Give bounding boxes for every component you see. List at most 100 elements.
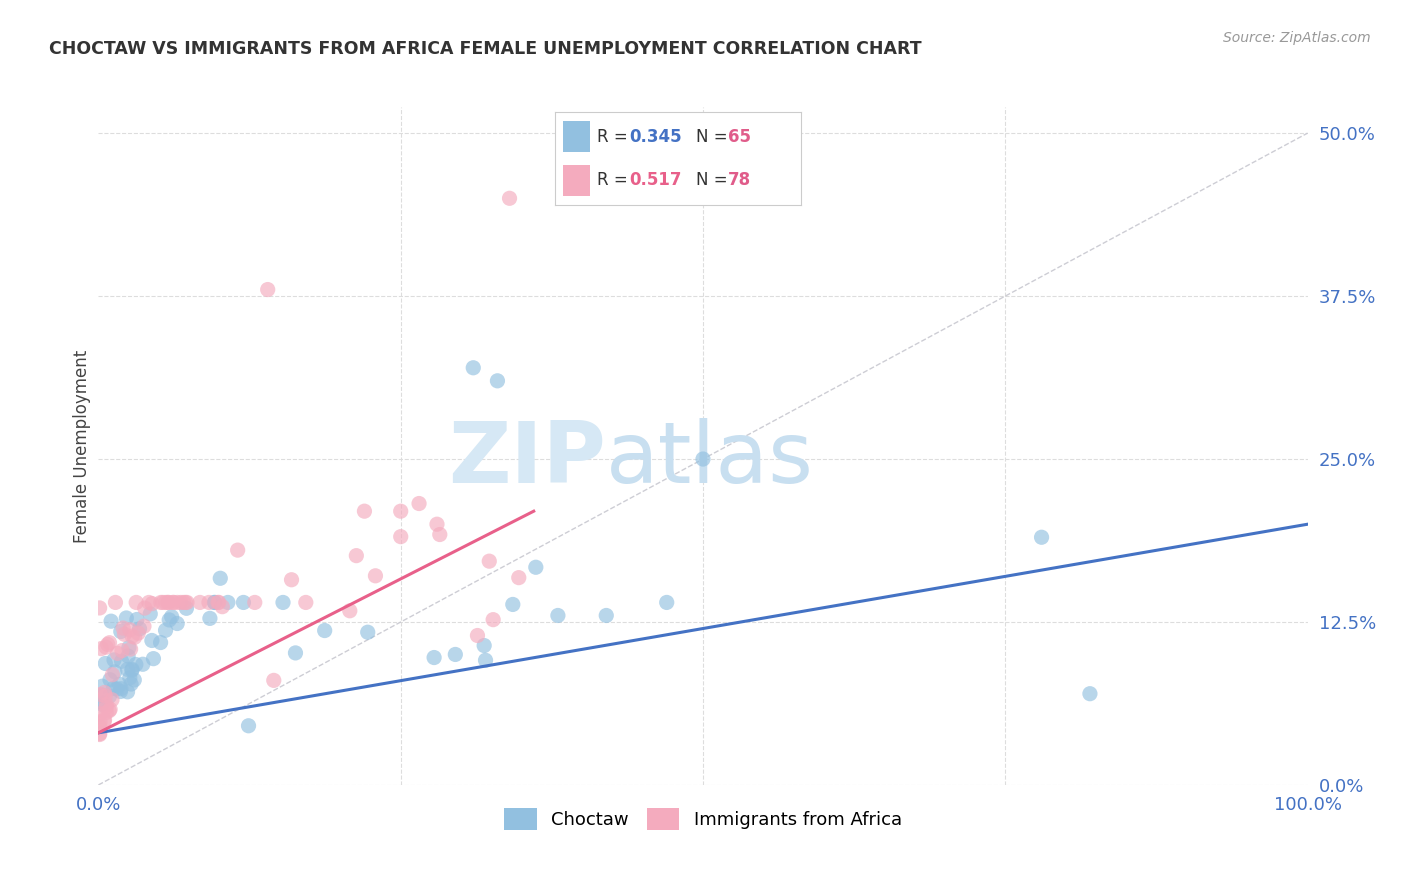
Point	[176, 601, 198, 615]
Point	[121, 629, 143, 643]
Text: 65: 65	[728, 128, 751, 145]
Point	[103, 653, 125, 667]
Point	[1031, 530, 1053, 544]
Point	[94, 689, 117, 703]
Point	[238, 719, 260, 733]
Point	[157, 613, 180, 627]
Point	[89, 688, 111, 702]
Point	[125, 595, 148, 609]
Point	[110, 654, 132, 668]
Point	[243, 595, 266, 609]
Point	[524, 560, 547, 574]
Point	[117, 662, 139, 676]
Point	[149, 595, 172, 609]
Point	[162, 595, 184, 609]
Point	[389, 530, 412, 544]
Point	[97, 637, 120, 651]
Point	[115, 611, 138, 625]
Point	[118, 623, 141, 637]
Point	[110, 624, 132, 639]
Point	[89, 727, 111, 741]
Point	[188, 595, 211, 609]
Point	[98, 702, 121, 716]
Point	[128, 622, 150, 636]
Point	[226, 543, 249, 558]
Point	[122, 673, 145, 687]
Point	[155, 624, 177, 638]
Point	[155, 595, 177, 609]
Point	[444, 648, 467, 662]
Point	[120, 677, 142, 691]
Point	[263, 673, 285, 688]
FancyBboxPatch shape	[562, 165, 591, 196]
Point	[89, 601, 111, 615]
Point	[408, 496, 430, 510]
Point	[498, 191, 520, 205]
Point	[100, 614, 122, 628]
Point	[209, 571, 232, 585]
Point	[96, 698, 118, 712]
Point	[125, 613, 148, 627]
Text: N =: N =	[696, 171, 733, 189]
Point	[174, 595, 197, 609]
Point	[467, 628, 489, 642]
Point	[121, 662, 143, 676]
Point	[232, 595, 254, 609]
Point	[157, 595, 180, 609]
Point	[118, 671, 141, 685]
Point	[91, 688, 114, 702]
Point	[152, 595, 174, 609]
Point	[472, 639, 495, 653]
Point	[170, 595, 193, 609]
Point	[211, 599, 233, 614]
Point	[207, 595, 229, 609]
Point	[217, 595, 239, 609]
Point	[141, 597, 163, 611]
Point	[482, 613, 505, 627]
Point	[162, 595, 184, 609]
Text: R =: R =	[598, 128, 633, 145]
Point	[463, 360, 485, 375]
Point	[96, 700, 118, 714]
Point	[314, 624, 336, 638]
Point	[353, 504, 375, 518]
Point	[138, 595, 160, 609]
Text: 78: 78	[728, 171, 751, 189]
Text: Source: ZipAtlas.com: Source: ZipAtlas.com	[1223, 31, 1371, 45]
Text: CHOCTAW VS IMMIGRANTS FROM AFRICA FEMALE UNEMPLOYMENT CORRELATION CHART: CHOCTAW VS IMMIGRANTS FROM AFRICA FEMALE…	[49, 40, 922, 58]
Point	[139, 607, 162, 621]
Text: ZIP: ZIP	[449, 418, 606, 501]
Point	[101, 692, 124, 706]
Point	[423, 650, 446, 665]
Point	[141, 633, 163, 648]
Point	[426, 517, 449, 532]
Text: 0.345: 0.345	[630, 128, 682, 145]
Point	[93, 685, 115, 699]
Point	[101, 667, 124, 681]
Point	[98, 673, 121, 687]
Point	[89, 726, 111, 740]
Point	[142, 651, 165, 665]
Point	[125, 657, 148, 672]
Point	[104, 665, 127, 679]
Point	[1078, 687, 1101, 701]
Point	[98, 704, 121, 718]
Point	[357, 625, 380, 640]
FancyBboxPatch shape	[562, 120, 591, 152]
Point	[256, 283, 278, 297]
Point	[692, 452, 714, 467]
Point	[157, 595, 180, 609]
Point	[121, 663, 143, 677]
Point	[478, 554, 501, 568]
Point	[104, 595, 127, 609]
Point	[124, 630, 146, 644]
Point	[429, 527, 451, 541]
Point	[166, 616, 188, 631]
Point	[166, 595, 188, 609]
Point	[110, 684, 132, 698]
Point	[107, 646, 129, 660]
Point	[93, 714, 115, 729]
Text: R =: R =	[598, 171, 633, 189]
Point	[132, 657, 155, 672]
Point	[105, 681, 128, 696]
